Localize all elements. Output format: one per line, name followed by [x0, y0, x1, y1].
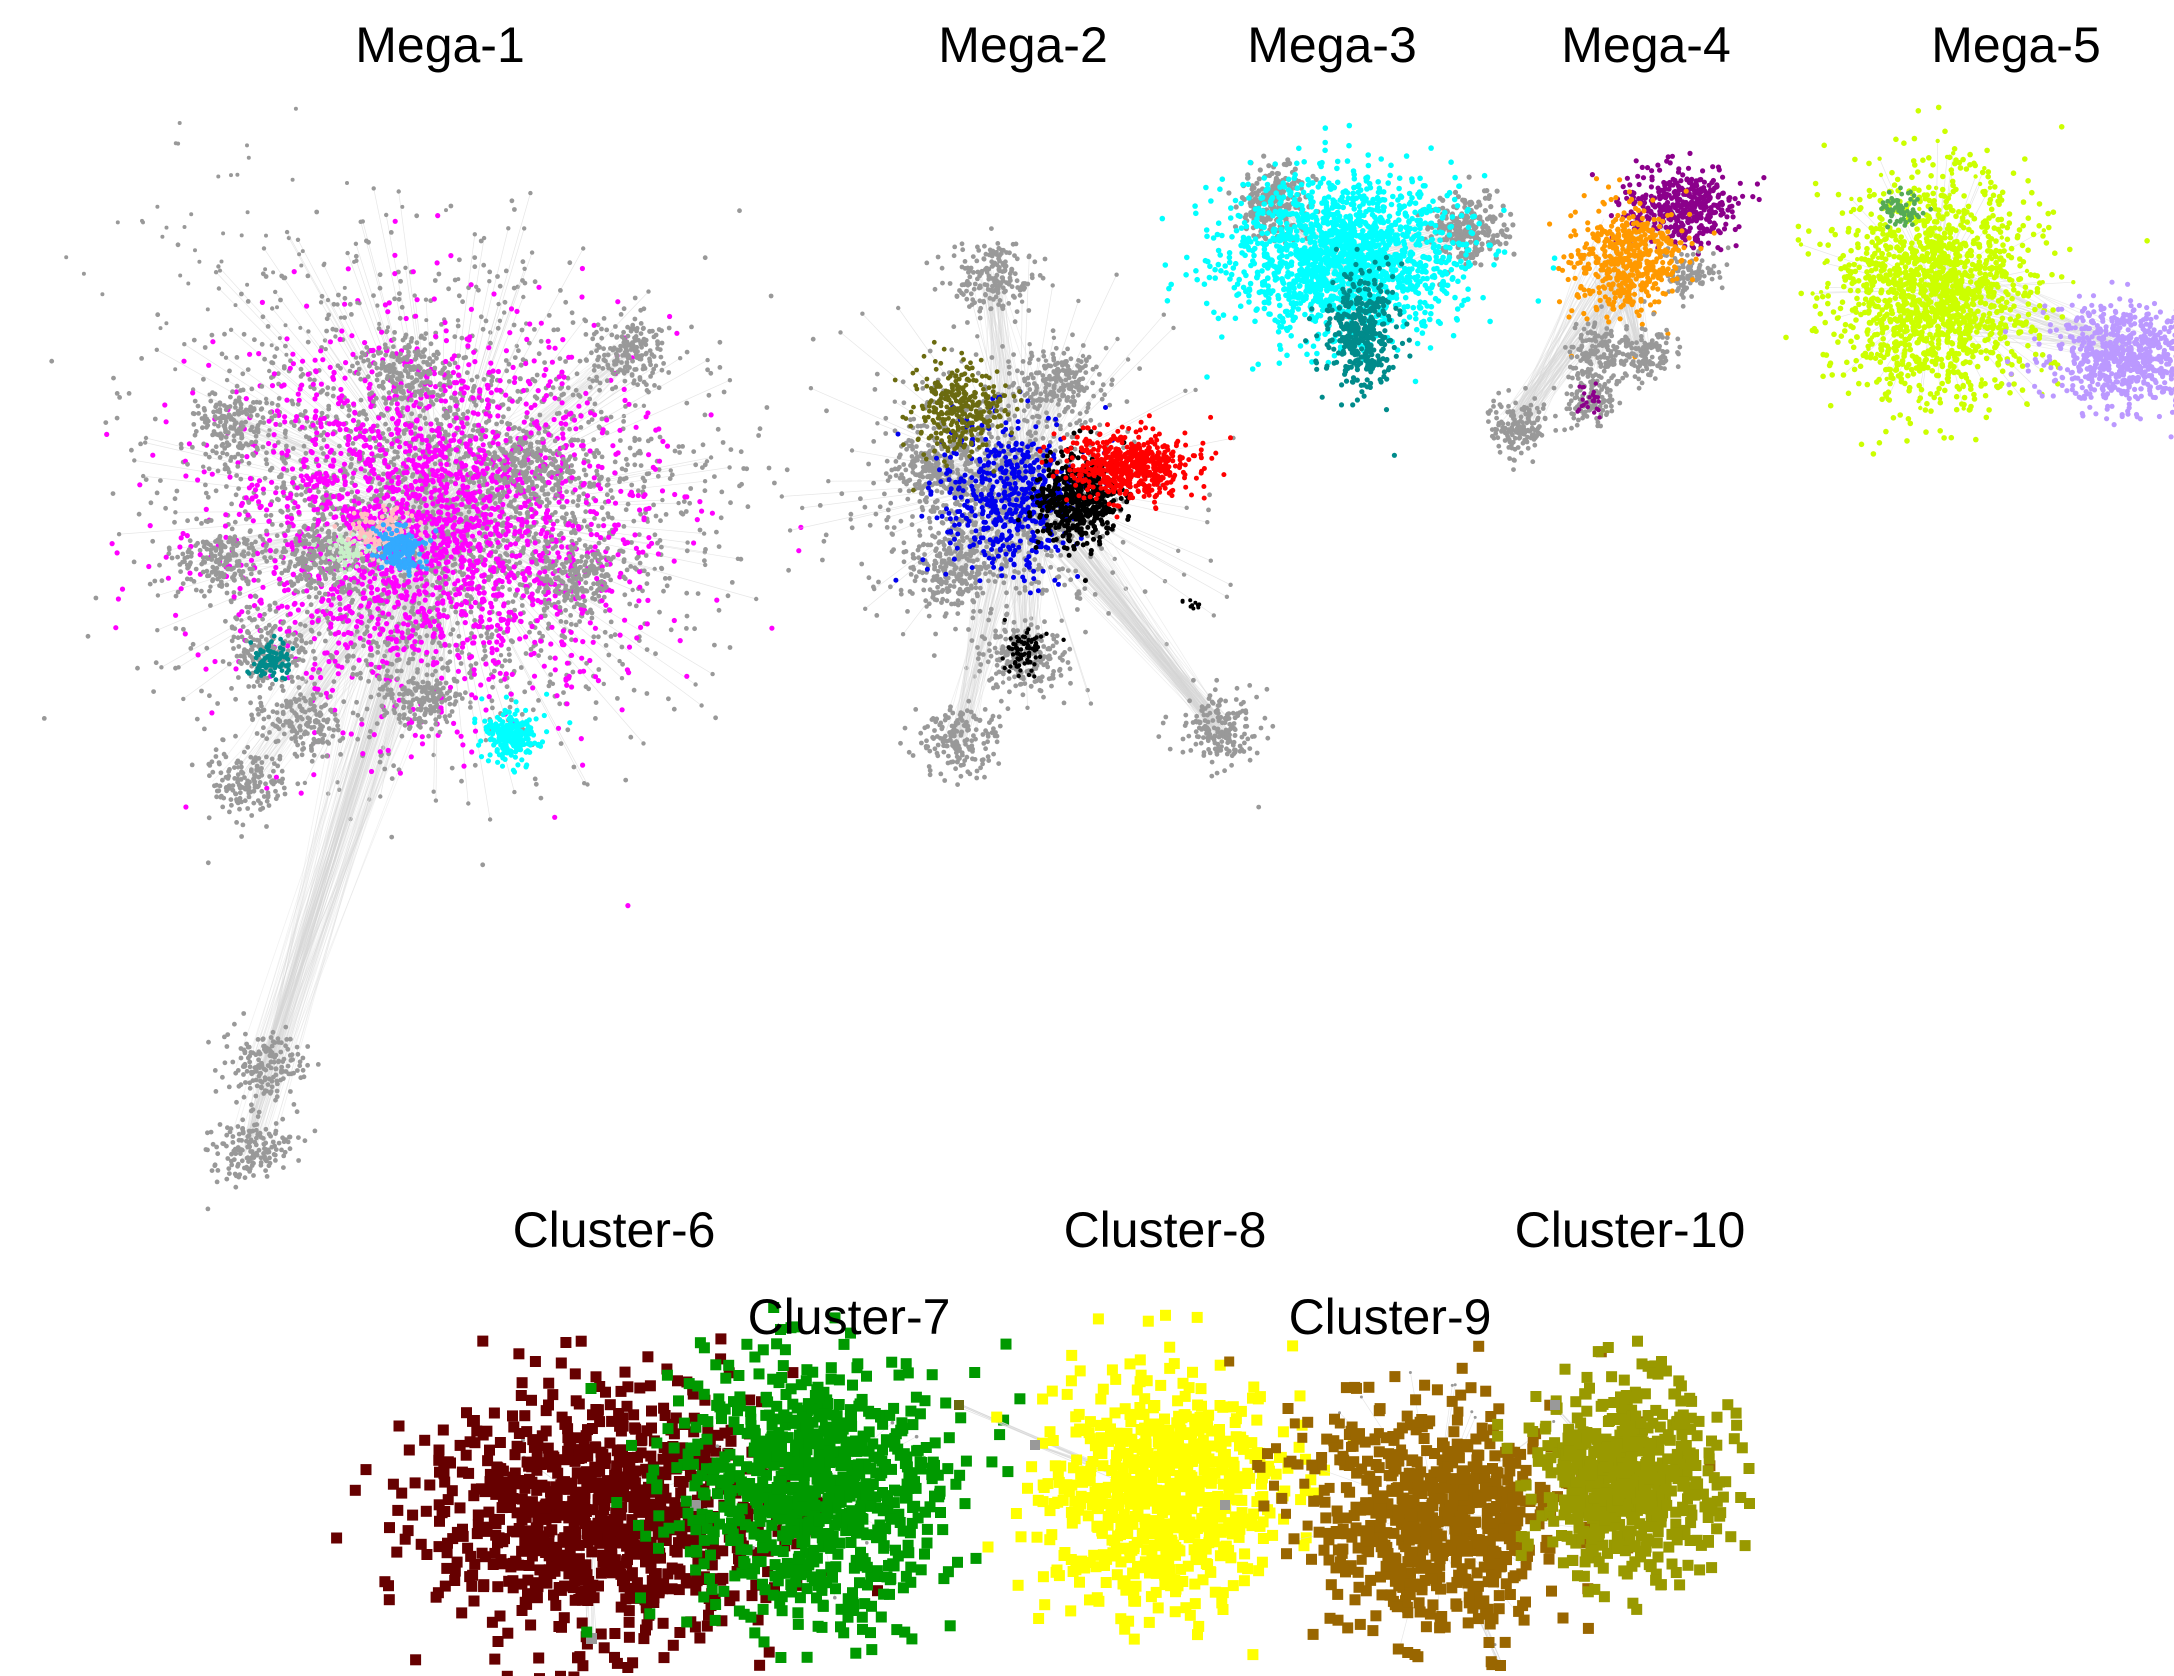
- mega-4-label: Mega-4: [1561, 17, 1731, 73]
- cluster-6-label: Cluster-6: [513, 1202, 716, 1258]
- mega-3-label: Mega-3: [1247, 17, 1417, 73]
- cluster-8-label: Cluster-8: [1064, 1202, 1267, 1258]
- mega-1-label: Mega-1: [355, 17, 525, 73]
- mega-5-label: Mega-5: [1931, 17, 2101, 73]
- mega-2-label: Mega-2: [938, 17, 1108, 73]
- cluster-10-label: Cluster-10: [1515, 1202, 1746, 1258]
- cluster-9-label: Cluster-9: [1289, 1289, 1492, 1345]
- cluster-7-label: Cluster-7: [748, 1289, 951, 1345]
